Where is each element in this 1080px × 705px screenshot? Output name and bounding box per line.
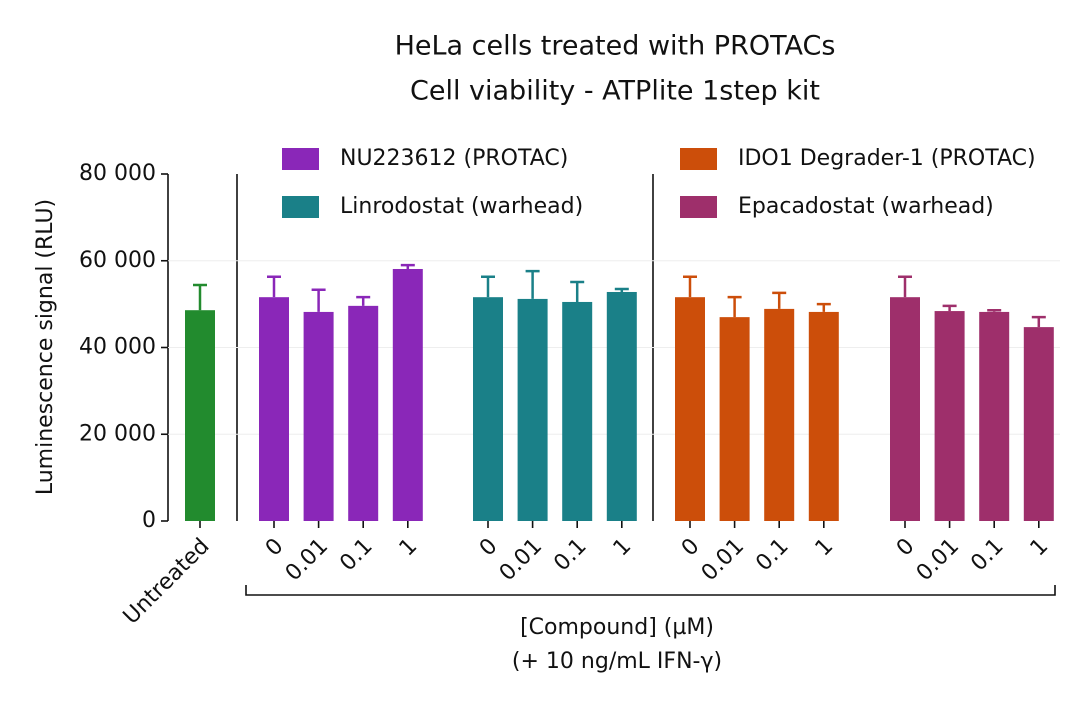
x-tick-label: 0 bbox=[261, 534, 289, 562]
bar bbox=[719, 317, 750, 521]
legend-swatch bbox=[680, 196, 717, 218]
error-bar bbox=[570, 280, 585, 302]
y-axis-label: Luminescence signal (RLU) bbox=[33, 199, 58, 495]
x-tick-label: 0.1 bbox=[751, 534, 793, 576]
error-bar bbox=[898, 275, 912, 298]
error-bar bbox=[772, 291, 787, 309]
x-tick-label: 1 bbox=[609, 534, 637, 562]
legend-label: Epacadostat (warhead) bbox=[738, 194, 994, 219]
bar bbox=[764, 308, 795, 521]
error-bar bbox=[311, 288, 326, 312]
legend-swatch bbox=[282, 196, 319, 218]
x-tick-label: 0 bbox=[475, 534, 503, 562]
error-bar bbox=[525, 269, 540, 299]
error-bar bbox=[614, 287, 629, 292]
chart-title: HeLa cells treated with PROTACs bbox=[395, 31, 836, 62]
error-bar bbox=[1031, 315, 1046, 328]
error-bar bbox=[942, 304, 957, 312]
bar bbox=[348, 305, 379, 521]
x-tick-label: 0 bbox=[892, 534, 920, 562]
x-axis-label: (+ 10 ng/mL IFN-γ) bbox=[512, 649, 722, 674]
error-bar bbox=[193, 283, 207, 311]
x-tick-label: 0.1 bbox=[966, 534, 1008, 576]
y-tick-label: 20 000 bbox=[79, 421, 156, 446]
legend-label: Linrodostat (warhead) bbox=[340, 194, 583, 219]
x-tick-label: Untreated bbox=[119, 534, 215, 630]
legend-swatch bbox=[680, 148, 717, 170]
error-bar bbox=[356, 295, 371, 306]
bar bbox=[185, 310, 215, 521]
bar bbox=[606, 291, 637, 521]
error-bar bbox=[267, 275, 281, 298]
x-tick-label: 0.01 bbox=[495, 534, 547, 586]
bar bbox=[808, 311, 839, 521]
bracket bbox=[245, 585, 1056, 596]
bar bbox=[392, 268, 423, 521]
x-tick-label: 0.1 bbox=[549, 534, 591, 576]
y-tick-label: 40 000 bbox=[79, 335, 156, 360]
bar bbox=[517, 298, 548, 521]
error-bar bbox=[683, 275, 697, 298]
y-tick-label: 80 000 bbox=[79, 161, 156, 186]
x-tick-label: 0 bbox=[677, 534, 705, 562]
error-bar bbox=[987, 308, 1002, 312]
error-bar bbox=[816, 302, 831, 312]
x-tick-label: 0.01 bbox=[912, 534, 964, 586]
x-tick-label: 0.01 bbox=[697, 534, 749, 586]
bar bbox=[259, 297, 289, 521]
bar bbox=[1023, 327, 1054, 521]
x-tick-label: 0.01 bbox=[281, 534, 333, 586]
chart-title: Cell viability - ATPlite 1step kit bbox=[410, 76, 820, 107]
bar bbox=[675, 297, 705, 521]
bar bbox=[562, 301, 593, 521]
bar bbox=[890, 297, 920, 521]
error-bar bbox=[727, 295, 742, 318]
x-axis-label: [Compound] (µM) bbox=[520, 615, 714, 640]
x-tick-label: 0.1 bbox=[335, 534, 377, 576]
x-tick-label: 1 bbox=[1026, 534, 1054, 562]
y-tick-label: 60 000 bbox=[79, 248, 156, 273]
bar bbox=[979, 311, 1010, 521]
legend-swatch bbox=[282, 148, 319, 170]
x-tick-label: 1 bbox=[811, 534, 839, 562]
error-bar bbox=[481, 275, 495, 298]
bar bbox=[934, 311, 965, 521]
x-tick-label: 1 bbox=[395, 534, 423, 562]
bar bbox=[303, 311, 334, 521]
error-bar bbox=[400, 263, 415, 269]
legend-label: NU223612 (PROTAC) bbox=[340, 146, 568, 171]
y-tick-label: 0 bbox=[142, 508, 156, 533]
legend-label: IDO1 Degrader-1 (PROTAC) bbox=[738, 146, 1036, 171]
bar bbox=[473, 297, 503, 521]
